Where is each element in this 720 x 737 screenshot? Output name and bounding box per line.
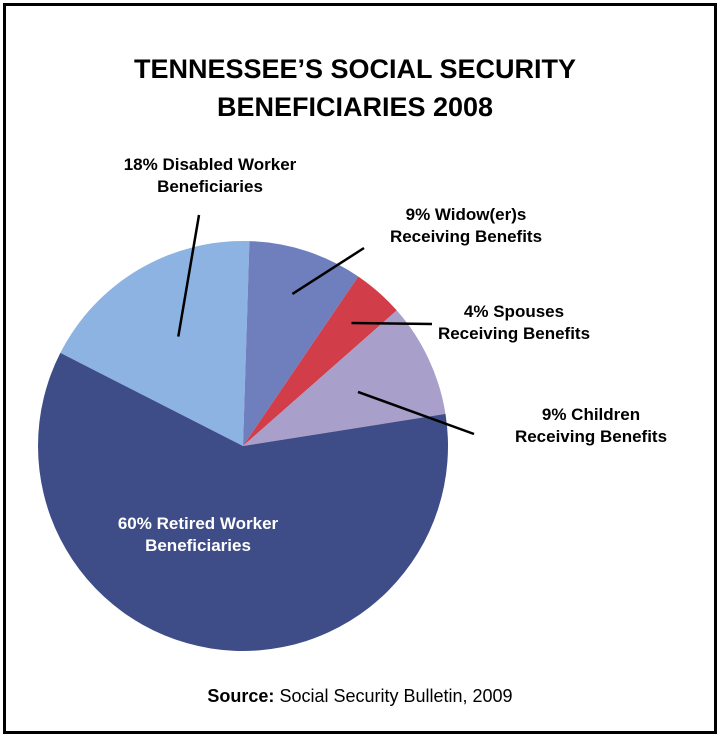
leader-line-spouses xyxy=(351,321,433,326)
source-text: Social Security Bulletin, 2009 xyxy=(274,686,512,706)
slice-label-line: 60% Retired Worker xyxy=(118,514,279,533)
slice-label-spouses: 4% Spouses Receiving Benefits xyxy=(438,302,590,343)
chart-title-line-2: BENEFICIARIES 2008 xyxy=(217,92,493,122)
pie-slice-spouses xyxy=(243,276,397,446)
slice-label-children: 9% Children Receiving Benefits xyxy=(515,405,667,446)
leader-lines xyxy=(177,214,475,436)
slice-label-line: 4% Spouses xyxy=(464,302,564,321)
slice-label-line: Receiving Benefits xyxy=(438,324,590,343)
pie-slice-children xyxy=(243,310,446,446)
source-note: Source: Social Security Bulletin, 2009 xyxy=(207,686,512,706)
slice-label-line: 9% Children xyxy=(542,405,640,424)
pie-slices xyxy=(38,240,449,651)
pie-slice-widowers xyxy=(243,241,359,446)
leader-line-widowers xyxy=(291,246,365,295)
slice-label-widowers: 9% Widow(er)s Receiving Benefits xyxy=(390,205,542,246)
leader-line-children xyxy=(357,390,475,436)
pie-slice-disabled-worker xyxy=(60,240,250,446)
slice-label-line: Beneficiaries xyxy=(145,536,251,555)
slice-label-line: 9% Widow(er)s xyxy=(406,205,527,224)
leader-line-disabled-worker xyxy=(177,214,201,337)
source-label: Source: xyxy=(207,686,274,706)
chart-title-line-1: TENNESSEE’S SOCIAL SECURITY xyxy=(134,54,576,84)
slice-label-line: Receiving Benefits xyxy=(515,427,667,446)
slice-labels: 18% Disabled Worker Beneficiaries 9% Widow… xyxy=(118,155,667,555)
slice-label-line: Beneficiaries xyxy=(157,177,263,196)
slice-label-disabled-worker: 18% Disabled Worker Beneficiaries xyxy=(124,155,297,196)
pie-slice-retired-worker xyxy=(38,352,449,651)
slice-label-line: 18% Disabled Worker xyxy=(124,155,297,174)
slice-label-retired-worker: 60% Retired Worker Beneficiaries xyxy=(118,514,279,555)
chart-title: TENNESSEE’S SOCIAL SECURITY BENEFICIARIE… xyxy=(134,54,576,122)
slice-label-line: Receiving Benefits xyxy=(390,227,542,246)
